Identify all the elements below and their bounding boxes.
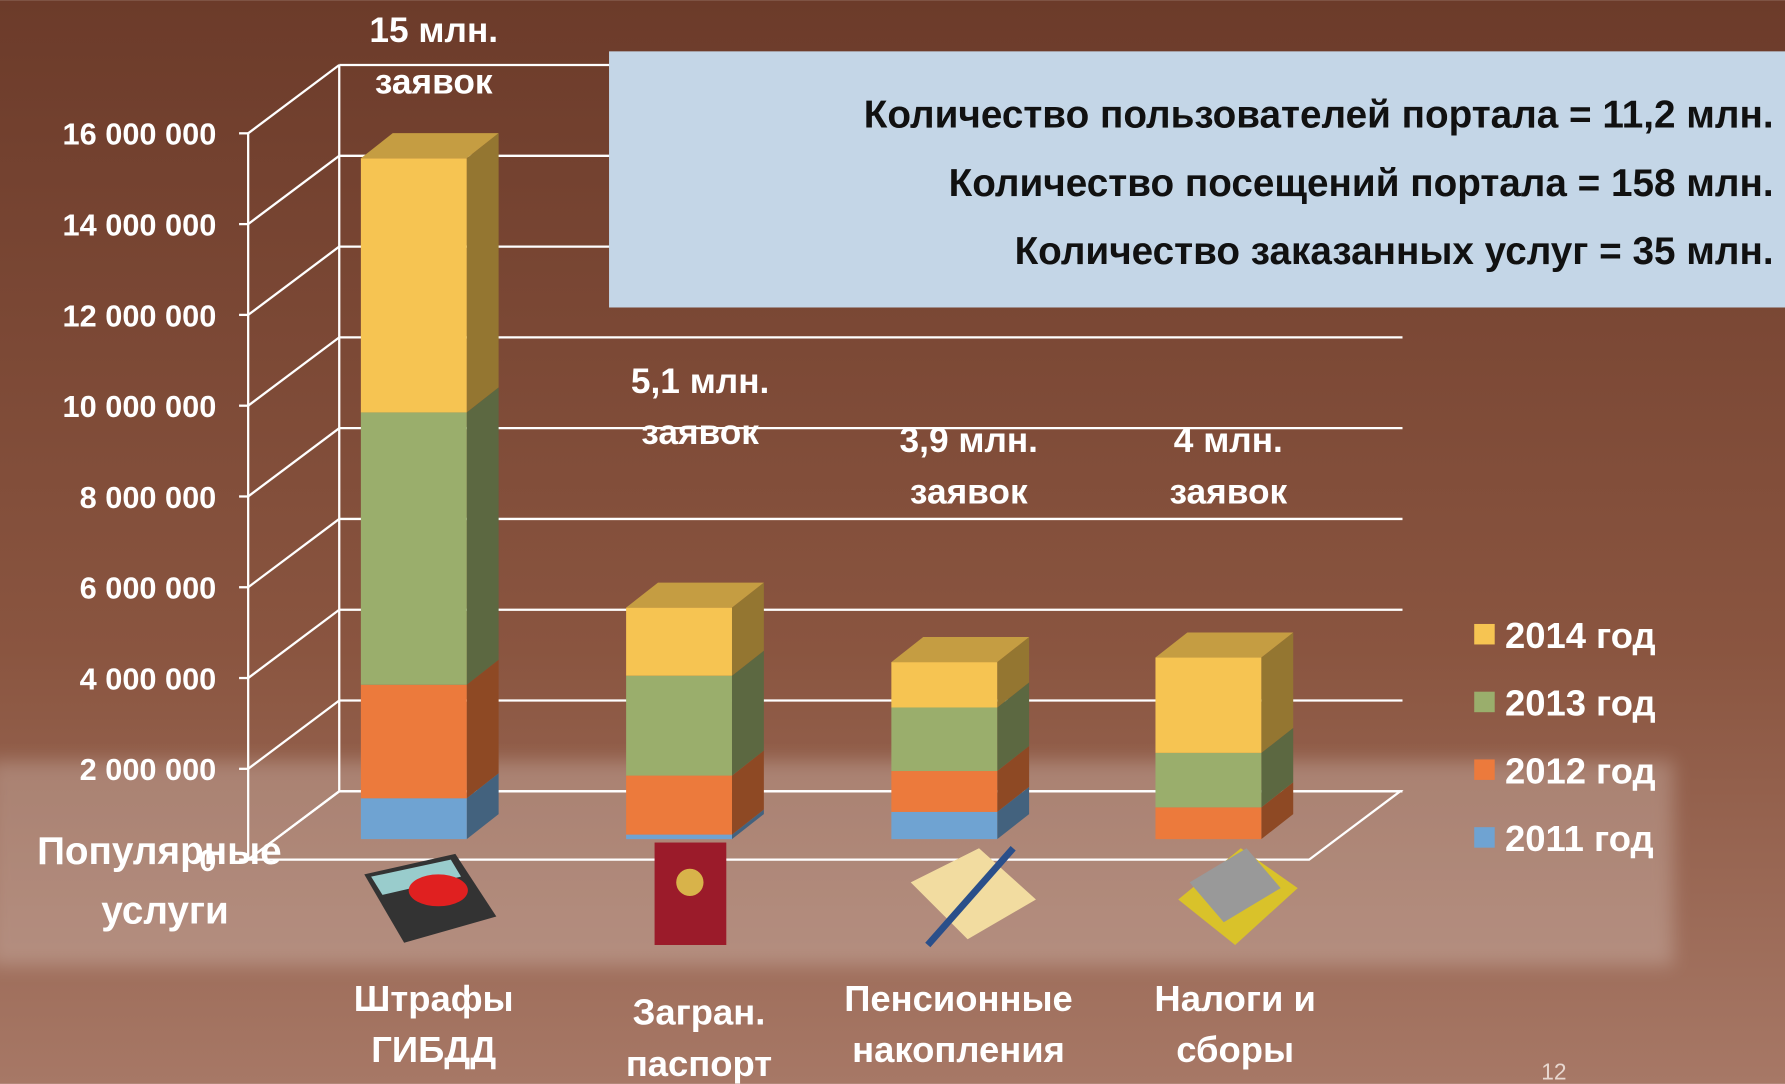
x-tick-label: сборы xyxy=(1176,1029,1294,1070)
legend-swatch xyxy=(1474,624,1494,644)
y-tick-label: 10 000 000 xyxy=(63,389,217,424)
y-tick-label: 12 000 000 xyxy=(63,298,217,333)
bar xyxy=(361,158,467,412)
x-tick-label: Загран. xyxy=(633,992,766,1033)
slide: 02 000 0004 000 0006 000 0008 000 00010 … xyxy=(0,0,1785,1084)
legend-swatch xyxy=(1474,759,1494,779)
bar xyxy=(626,776,732,835)
y-tick-label: 6 000 000 xyxy=(80,571,217,606)
info-line: Количество заказанных услуг = 35 млн. xyxy=(1015,230,1774,273)
legend-label: 2012 год xyxy=(1505,750,1656,791)
y-tick-label: 16 000 000 xyxy=(63,117,217,152)
annotation: 3,9 млн. xyxy=(900,421,1038,460)
legend-swatch xyxy=(1474,692,1494,712)
legend-label: 2011 год xyxy=(1505,818,1654,859)
bar-side xyxy=(467,133,499,412)
bar xyxy=(626,835,732,840)
bar xyxy=(626,676,732,776)
info-line: Количество посещений портала = 158 млн. xyxy=(949,162,1774,205)
bar xyxy=(626,608,732,676)
legend-label: 2013 год xyxy=(1505,683,1656,724)
x-tick-label: Штрафы xyxy=(354,978,514,1019)
bar xyxy=(891,707,997,771)
y-tick-label: 8 000 000 xyxy=(80,480,217,515)
info-line: Количество пользователей портала = 11,2 … xyxy=(864,94,1774,137)
x-tick-label: Пенсионные xyxy=(844,978,1073,1019)
x-tick-label: ГИБДД xyxy=(371,1029,496,1070)
side-label: услуги xyxy=(101,889,229,932)
side-label: Популярные xyxy=(37,830,282,873)
legend-label: 2014 год xyxy=(1505,615,1656,656)
legend-swatch xyxy=(1474,827,1494,847)
bar xyxy=(1155,658,1261,753)
annotation: 15 млн. xyxy=(369,11,498,50)
y-tick-label: 2 000 000 xyxy=(80,752,217,787)
x-tick-label: паспорт xyxy=(626,1043,772,1084)
annotation: заявок xyxy=(910,472,1028,511)
y-tick-label: 4 000 000 xyxy=(80,661,217,696)
y-tick-label: 14 000 000 xyxy=(63,207,217,242)
annotation: заявок xyxy=(1169,472,1287,511)
icon-passport xyxy=(655,843,727,945)
x-tick-label: накопления xyxy=(852,1029,1065,1070)
page: 02 000 0004 000 0006 000 0008 000 00010 … xyxy=(0,0,1785,1084)
annotation: 4 млн. xyxy=(1174,421,1283,460)
bar xyxy=(361,412,467,684)
bar-side xyxy=(467,387,499,684)
annotation: заявок xyxy=(641,413,759,452)
x-tick-label: Налоги и xyxy=(1154,978,1315,1019)
bar xyxy=(1155,753,1261,807)
page-number: 12 xyxy=(1541,1058,1566,1084)
bar xyxy=(891,662,997,707)
bar xyxy=(891,812,997,839)
bar xyxy=(891,771,997,812)
annotation: заявок xyxy=(375,62,493,101)
annotation: 5,1 млн. xyxy=(631,362,769,401)
bar xyxy=(361,798,467,839)
bar xyxy=(361,685,467,798)
bar xyxy=(1155,807,1261,839)
